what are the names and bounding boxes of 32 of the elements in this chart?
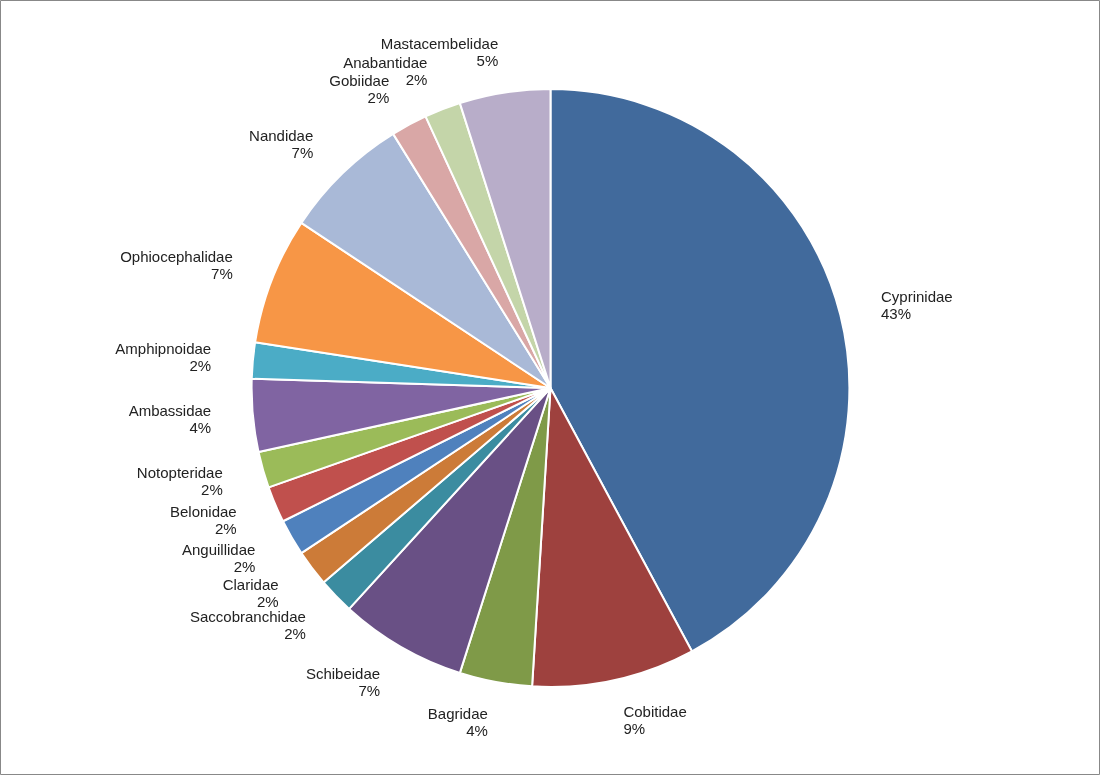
slice-label: Mastacembelidae (380, 35, 499, 53)
data-label: 2% (233, 557, 256, 575)
data-label: 9% (623, 719, 646, 737)
data-label: 2% (201, 480, 223, 498)
data-label: 4% (466, 722, 488, 740)
data-label: 43% (880, 305, 911, 323)
data-label: 7% (358, 682, 381, 700)
data-label: 7% (291, 144, 314, 162)
slice-label: Cyprinidae (880, 288, 953, 306)
data-label: 2% (215, 520, 237, 538)
data-label: 2% (284, 624, 306, 642)
data-label: 7% (211, 265, 233, 283)
slice-label: Schibeidae (305, 665, 381, 683)
slice-label: Ambassidae (128, 402, 212, 420)
slice-label: Anguillidae (182, 540, 256, 558)
slice-label: Amphipnoidae (115, 339, 212, 357)
slice-label: Cobitidae (623, 702, 687, 720)
slice-label: Notopteridae (136, 463, 223, 481)
slice-label: Saccobranchidae (189, 607, 306, 625)
slice-label: Ophiocephalidae (120, 248, 233, 266)
data-label: 2% (189, 356, 212, 374)
slice-label: Claridae (222, 575, 279, 593)
slice-label: Gobiidae (329, 71, 390, 89)
data-label: 2% (405, 71, 428, 89)
slice-label: Bagridae (427, 705, 488, 723)
data-label: 2% (367, 88, 390, 106)
slice-label: Anabantidae (343, 54, 428, 72)
slice-label: Belonidae (169, 503, 237, 521)
data-label: 5% (476, 52, 499, 70)
data-label: 4% (189, 419, 212, 437)
data-label: 2% (256, 592, 279, 610)
slice-label: Nandidae (249, 127, 314, 145)
